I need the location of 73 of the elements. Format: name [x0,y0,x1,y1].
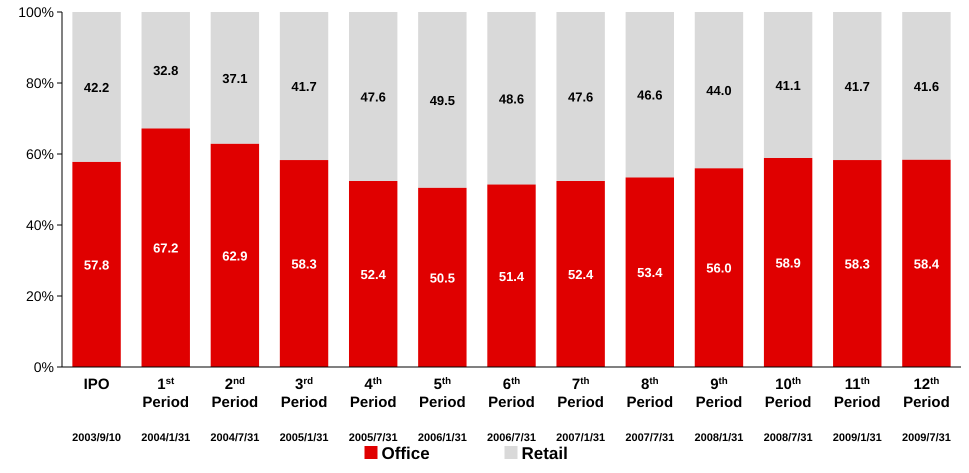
category-label: 10$^{th}$ Period 2008/7/31 [764,376,813,444]
data-label: 58.4 [914,256,940,272]
data-label: 47.6 [568,89,594,104]
y-tick-label: 60% [26,146,54,162]
legend-label: Retail [522,444,568,463]
category-label: 5$^{th}$ Period 2006/1/31 [418,376,467,444]
data-label: 37.1 [222,70,248,86]
bar [487,184,536,367]
data-label: 51.4 [498,268,525,284]
category-label: 7$^{th}$ Period 2007/1/31 [556,376,606,444]
data-label: 58.9 [775,255,801,270]
bar [418,188,467,367]
bar [487,12,536,185]
y-tick-label: 40% [26,217,54,233]
bar [210,12,260,144]
legend-label: Office [382,444,430,463]
bar [142,128,190,367]
data-label: 42.2 [84,80,110,95]
bar [280,160,328,367]
bar [764,12,812,158]
category-label: 4$^{th}$ Period 2005/7/31 [348,376,398,444]
y-tick-label: 20% [26,288,54,304]
bar [626,12,674,178]
bar [348,12,398,181]
category-label: 2$^{nd}$ Period 2004/7/31 [210,376,260,444]
data-label: 50.5 [430,270,455,286]
bar [72,162,121,367]
data-label: 44.0 [706,83,732,98]
data-label: 58.3 [844,256,870,272]
data-label: 32.8 [153,63,178,78]
bar [833,160,882,367]
category-label: 6$^{th}$ Period 2006/7/31 [487,376,536,444]
bar [764,158,812,367]
category-label: 8$^{th}$ Period 2007/7/31 [625,376,674,444]
data-label: 46.6 [637,88,662,103]
category-label: 11$^{th}$ Period 2009/1/31 [832,376,882,444]
category-label: 9$^{th}$ Period 2008/1/31 [694,376,744,444]
y-tick-label: 80% [26,75,54,91]
data-label: 62.9 [222,248,248,264]
bar [556,12,605,181]
data-label: 52.4 [360,266,387,282]
bar [694,168,744,367]
bar [142,12,190,128]
bar [210,144,260,367]
category-label: 3$^{rd}$ Period 2005/1/31 [280,376,329,444]
data-label: 41.7 [291,79,317,94]
data-label: 67.2 [153,240,178,256]
data-label: 58.3 [291,256,317,272]
bar [833,12,882,160]
data-label: 49.5 [430,92,455,108]
bar [902,160,951,367]
bar [902,12,951,160]
bar [556,180,605,367]
bar [72,12,121,162]
bar [280,12,328,160]
data-label: 47.6 [360,89,386,104]
data-label: 41.6 [914,78,940,94]
data-label: 57.8 [84,257,110,272]
data-label: 41.7 [844,79,870,94]
y-tick-label: 0% [34,359,54,375]
y-tick-label: 100% [18,4,54,20]
bar [348,180,398,367]
data-label: 56.0 [706,260,732,276]
category-label: IPO 2003/9/10 [72,376,122,444]
data-label: 52.4 [568,266,594,282]
data-label: 48.6 [498,91,524,106]
data-label: 41.1 [775,78,801,93]
category-label: 12$^{th}$ Period 2009/7/31 [902,376,951,444]
category-label: 1$^{st}$ Period 2004/1/31 [141,376,190,444]
bar [626,177,674,367]
bar [418,12,467,188]
data-label: 53.4 [637,265,664,280]
bar [694,12,744,168]
